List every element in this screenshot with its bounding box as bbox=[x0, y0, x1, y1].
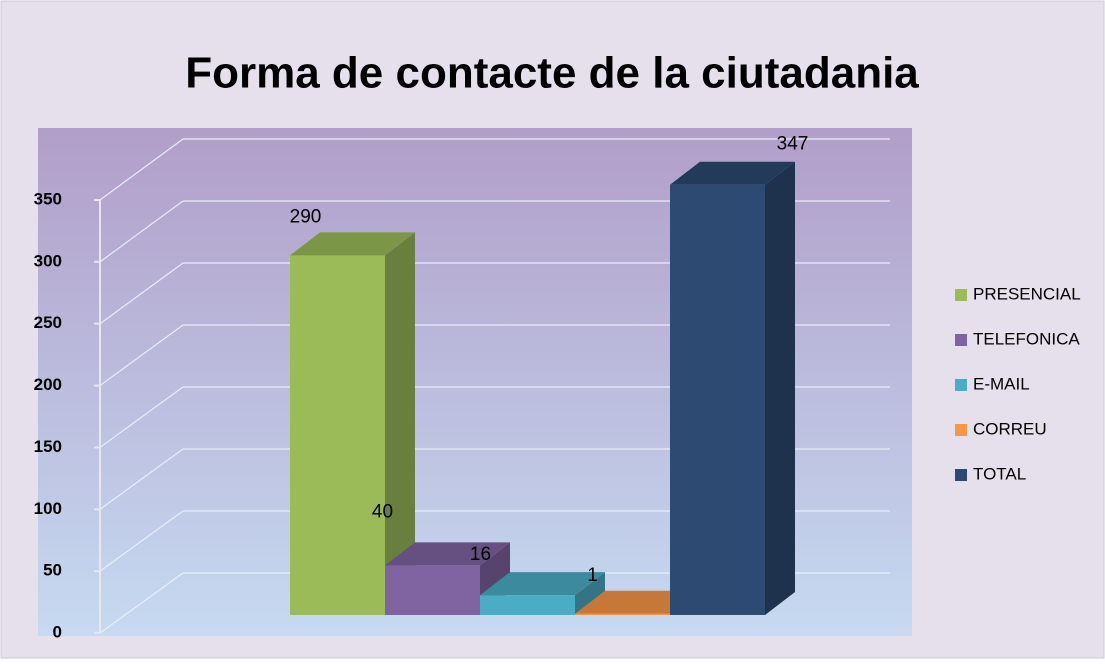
y-tick-label: 350 bbox=[34, 189, 62, 208]
legend-swatch bbox=[955, 289, 967, 301]
bar bbox=[480, 595, 575, 615]
y-tick-label: 100 bbox=[34, 499, 62, 518]
bar bbox=[670, 184, 765, 615]
legend-label: TOTAL bbox=[973, 464, 1026, 483]
y-tick-label: 300 bbox=[34, 251, 62, 270]
legend-label: TELEFONICA bbox=[973, 329, 1080, 348]
bar-side bbox=[385, 232, 415, 615]
grid-line bbox=[99, 200, 184, 263]
bar bbox=[385, 565, 480, 615]
grid-line bbox=[99, 510, 184, 572]
bar-side bbox=[765, 161, 795, 615]
bar-top bbox=[575, 590, 700, 614]
bar-top bbox=[385, 542, 510, 566]
bar bbox=[290, 255, 385, 615]
data-label: 290 bbox=[290, 206, 322, 227]
grid-line bbox=[99, 324, 184, 387]
grid-line bbox=[99, 386, 184, 448]
legend-label: E-MAIL bbox=[973, 374, 1030, 393]
data-label: 16 bbox=[470, 544, 491, 565]
grid-line bbox=[99, 262, 184, 325]
grid-line bbox=[99, 138, 184, 201]
legend-swatch bbox=[955, 379, 967, 391]
y-tick-label: 50 bbox=[43, 561, 62, 580]
chart-title: Forma de contacte de la ciutadania bbox=[185, 49, 919, 98]
bar-top bbox=[670, 161, 795, 185]
bar-top bbox=[480, 572, 605, 596]
grid-line bbox=[99, 572, 184, 634]
y-tick-label: 150 bbox=[34, 437, 62, 456]
data-label: 347 bbox=[777, 134, 809, 155]
data-label: 1 bbox=[587, 565, 598, 586]
data-label: 40 bbox=[372, 501, 393, 522]
y-tick-label: 200 bbox=[34, 375, 62, 394]
legend-swatch bbox=[955, 469, 967, 481]
grid-line bbox=[99, 448, 184, 510]
legend-label: CORREU bbox=[973, 419, 1047, 438]
legend-swatch bbox=[955, 334, 967, 346]
bar-top bbox=[290, 232, 415, 256]
legend-label: PRESENCIAL bbox=[973, 284, 1081, 303]
y-tick-label: 0 bbox=[53, 622, 62, 641]
y-tick-label: 250 bbox=[34, 313, 62, 332]
legend-swatch bbox=[955, 424, 967, 436]
bar-side bbox=[575, 572, 605, 615]
bar bbox=[575, 613, 670, 615]
